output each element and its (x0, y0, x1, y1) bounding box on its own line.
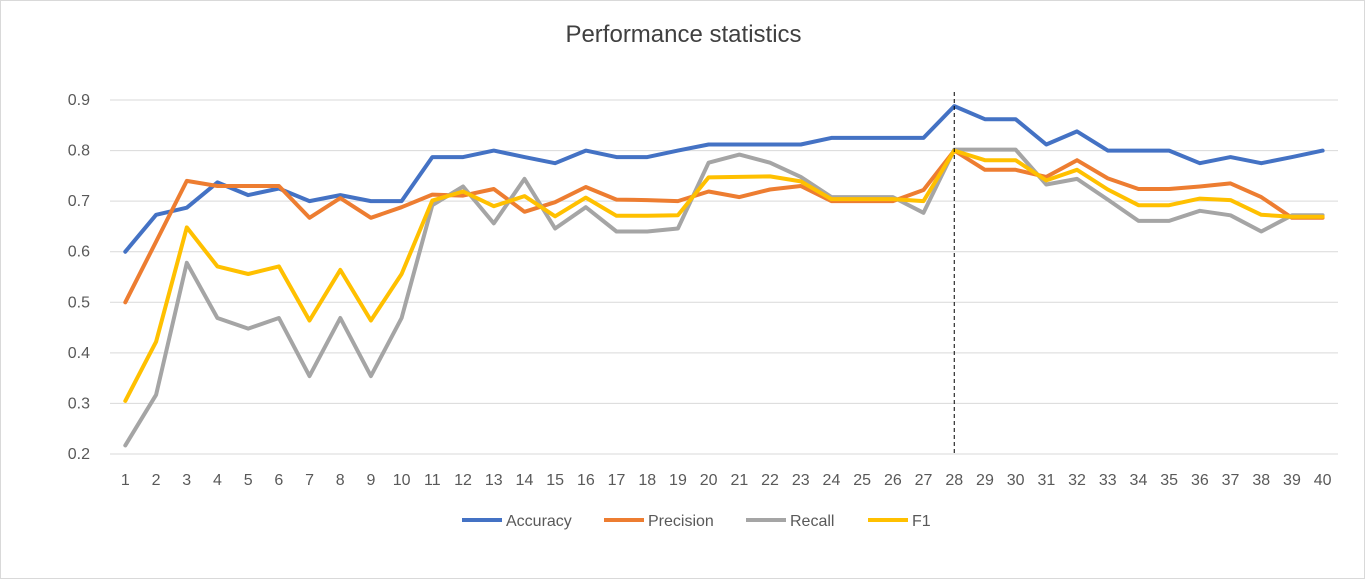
x-tick-label: 33 (1099, 472, 1117, 489)
x-tick-label: 16 (577, 472, 595, 489)
x-tick-label: 19 (669, 472, 687, 489)
x-tick-label: 38 (1252, 472, 1270, 489)
x-tick-label: 9 (366, 472, 375, 489)
x-tick-label: 15 (546, 472, 564, 489)
y-tick-label: 0.3 (68, 395, 90, 412)
legend-label-recall: Recall (790, 513, 834, 530)
x-tick-label: 29 (976, 472, 994, 489)
x-tick-label: 40 (1314, 472, 1332, 489)
x-tick-label: 10 (393, 472, 411, 489)
x-tick-label: 21 (730, 472, 748, 489)
x-tick-label: 32 (1068, 472, 1086, 489)
x-tick-label: 1 (121, 472, 130, 489)
x-tick-label: 37 (1222, 472, 1240, 489)
x-tick-label: 36 (1191, 472, 1209, 489)
legend-label-f1: F1 (912, 513, 931, 530)
x-tick-label: 28 (945, 472, 963, 489)
series-line-precision (123, 148, 1325, 305)
y-tick-label: 0.2 (68, 446, 90, 463)
x-tick-label: 39 (1283, 472, 1301, 489)
x-tick-label: 34 (1130, 472, 1148, 489)
x-tick-label: 31 (1037, 472, 1055, 489)
series-lines (123, 104, 1325, 448)
x-tick-label: 5 (244, 472, 253, 489)
x-tick-label: 23 (792, 472, 810, 489)
x-tick-label: 24 (823, 472, 841, 489)
y-axis-ticks: 0.2 0.3 0.4 0.5 0.6 0.7 0.8 0.9 (68, 92, 90, 463)
x-tick-label: 12 (454, 472, 472, 489)
x-tick-label: 30 (1007, 472, 1025, 489)
legend-label-precision: Precision (648, 513, 714, 530)
x-axis-ticks: 1 2 3 4 5 6 7 8 9 10 11 12 13 14 15 16 17 18 19 20 21 22 23 24 2… (121, 472, 1332, 489)
y-tick-label: 0.8 (68, 143, 90, 160)
x-tick-label: 11 (424, 472, 441, 489)
y-tick-label: 0.9 (68, 92, 90, 109)
x-tick-label: 6 (274, 472, 283, 489)
chart-title: Performance statistics (565, 21, 802, 48)
y-tick-label: 0.4 (68, 345, 90, 362)
legend: Accuracy Precision Recall F1 (462, 513, 931, 530)
series-line-f1 (123, 148, 1325, 403)
x-tick-label: 13 (485, 472, 503, 489)
x-tick-label: 27 (915, 472, 933, 489)
x-tick-label: 8 (336, 472, 345, 489)
series-line-accuracy (123, 104, 1325, 254)
x-tick-label: 18 (638, 472, 656, 489)
x-tick-label: 20 (700, 472, 718, 489)
x-tick-label: 26 (884, 472, 902, 489)
legend-label-accuracy: Accuracy (506, 513, 572, 530)
x-tick-label: 7 (305, 472, 314, 489)
x-tick-label: 25 (853, 472, 871, 489)
x-tick-label: 14 (516, 472, 534, 489)
x-tick-label: 35 (1160, 472, 1178, 489)
x-tick-label: 3 (182, 472, 191, 489)
y-tick-label: 0.5 (68, 294, 90, 311)
y-tick-label: 0.7 (68, 193, 90, 210)
x-tick-label: 22 (761, 472, 779, 489)
x-tick-label: 17 (608, 472, 626, 489)
y-tick-label: 0.6 (68, 244, 90, 261)
series-line-recall (123, 147, 1325, 448)
x-tick-label: 4 (213, 472, 222, 489)
x-tick-label: 2 (152, 472, 161, 489)
